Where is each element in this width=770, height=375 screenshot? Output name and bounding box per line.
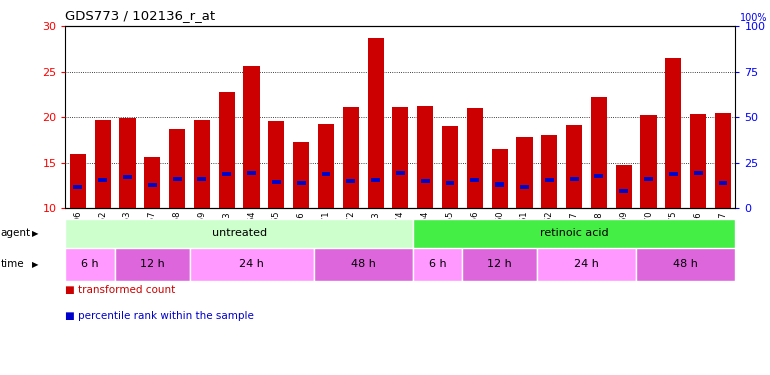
Bar <box>594 174 604 178</box>
Bar <box>169 129 185 208</box>
Text: 24 h: 24 h <box>239 260 264 269</box>
Bar <box>644 177 653 181</box>
Text: 12 h: 12 h <box>487 260 512 269</box>
Text: untreated: untreated <box>212 228 266 238</box>
Bar <box>641 116 657 208</box>
Bar <box>520 185 529 189</box>
Bar <box>95 120 111 208</box>
Bar <box>123 175 132 179</box>
Text: 48 h: 48 h <box>351 260 376 269</box>
Bar <box>367 38 383 208</box>
Bar <box>470 178 479 182</box>
Bar <box>194 120 210 208</box>
Bar <box>189 248 313 281</box>
Text: 6 h: 6 h <box>82 260 99 269</box>
Bar <box>715 112 731 208</box>
Bar <box>313 248 413 281</box>
Bar <box>413 219 735 248</box>
Bar <box>70 154 86 208</box>
Bar <box>570 177 578 181</box>
Bar <box>665 58 681 208</box>
Bar <box>690 114 706 208</box>
Bar <box>545 178 554 182</box>
Bar <box>296 181 306 185</box>
Bar <box>99 178 107 182</box>
Bar <box>413 248 463 281</box>
Bar <box>65 248 115 281</box>
Bar <box>268 121 284 208</box>
Bar <box>718 181 728 185</box>
Bar <box>115 248 189 281</box>
Bar <box>243 66 259 208</box>
Text: agent: agent <box>1 228 31 238</box>
Bar <box>346 179 355 183</box>
Bar <box>616 165 631 208</box>
Bar <box>393 107 408 208</box>
Bar <box>420 179 430 183</box>
Bar <box>463 248 537 281</box>
Bar <box>495 182 504 186</box>
Bar <box>467 108 483 208</box>
Bar <box>119 118 136 208</box>
Bar <box>223 171 231 176</box>
Bar <box>491 149 507 208</box>
Bar <box>318 124 334 208</box>
Bar <box>619 189 628 193</box>
Text: ■ percentile rank within the sample: ■ percentile rank within the sample <box>65 311 254 321</box>
Bar <box>442 126 458 208</box>
Bar <box>591 97 607 208</box>
Bar <box>417 106 434 208</box>
Text: ■ transformed count: ■ transformed count <box>65 285 176 295</box>
Bar <box>343 107 359 208</box>
Bar <box>636 248 735 281</box>
Text: ▶: ▶ <box>32 260 38 269</box>
Bar <box>566 125 582 208</box>
Bar <box>446 181 454 185</box>
Bar <box>537 248 636 281</box>
Bar <box>694 171 702 175</box>
Bar <box>322 171 330 176</box>
Bar <box>65 219 413 248</box>
Text: time: time <box>1 260 25 269</box>
Bar <box>371 178 380 182</box>
Text: ▶: ▶ <box>32 229 38 238</box>
Bar <box>517 137 533 208</box>
Bar <box>172 177 182 181</box>
Bar <box>219 92 235 208</box>
Text: 12 h: 12 h <box>140 260 165 269</box>
Bar <box>144 157 160 208</box>
Bar <box>669 171 678 176</box>
Bar <box>272 180 281 184</box>
Text: 6 h: 6 h <box>429 260 447 269</box>
Text: GDS773 / 102136_r_at: GDS773 / 102136_r_at <box>65 9 216 22</box>
Text: retinoic acid: retinoic acid <box>540 228 608 238</box>
Text: 24 h: 24 h <box>574 260 599 269</box>
Text: 48 h: 48 h <box>673 260 698 269</box>
Bar <box>541 135 557 208</box>
Bar <box>197 177 206 181</box>
Bar <box>148 183 157 188</box>
Bar <box>293 142 310 208</box>
Bar <box>247 171 256 175</box>
Bar <box>396 171 405 175</box>
Bar <box>73 185 82 189</box>
Text: 100%: 100% <box>739 13 767 24</box>
